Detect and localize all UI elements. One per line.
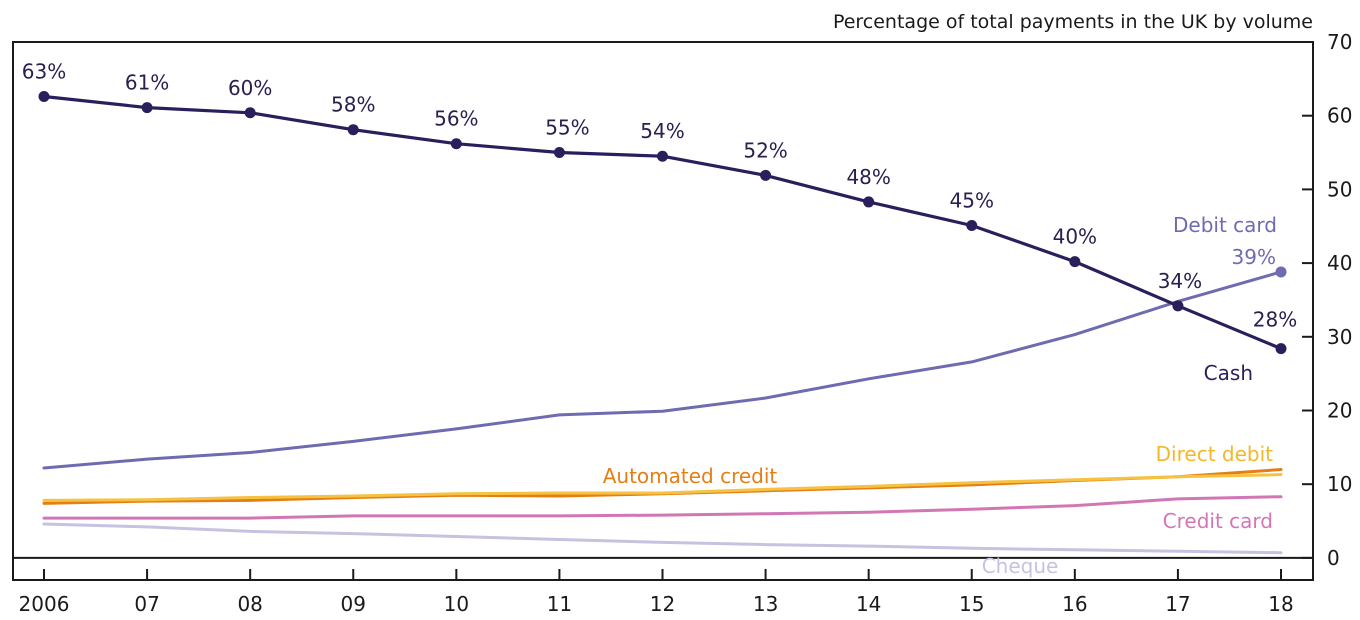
cash-marker [1275, 343, 1287, 355]
cash-marker [1172, 300, 1184, 312]
y-tick-label: 60 [1327, 104, 1352, 128]
unit-label: Percentage of total payments in the UK b… [833, 11, 1313, 33]
cash-marker [553, 147, 565, 159]
x-tick-label: 12 [650, 592, 675, 616]
x-tick-label: 18 [1268, 592, 1293, 616]
automated-credit-series-label: Automated credit [603, 464, 778, 488]
direct-debit-series-label: Direct debit [1156, 442, 1273, 466]
x-tick-label: 14 [856, 592, 881, 616]
x-tick-label: 11 [547, 592, 572, 616]
cash-series-label: Cash [1204, 361, 1253, 385]
debit-card-end-label: 39% [1232, 245, 1276, 269]
y-tick-label: 30 [1327, 325, 1352, 349]
cash-data-label: 45% [950, 189, 994, 213]
x-tick-label: 17 [1165, 592, 1190, 616]
cash-marker [244, 107, 256, 119]
x-tick-label: 08 [237, 592, 262, 616]
x-tick-label: 13 [753, 592, 778, 616]
x-tick-label: 15 [959, 592, 984, 616]
debit-card-line [42, 270, 1283, 470]
cash-marker [141, 102, 153, 114]
cash-marker [966, 220, 978, 232]
direct-debit-line [42, 473, 1283, 502]
y-tick-label: 20 [1327, 398, 1352, 422]
cash-marker [657, 150, 668, 162]
credit-card-series-label: Credit card [1163, 509, 1273, 533]
y-tick-label: 10 [1327, 472, 1352, 496]
y-tick-label: 70 [1327, 30, 1352, 54]
cheque-line [42, 522, 1283, 555]
cheque-series-label: Cheque [982, 554, 1059, 578]
cash-marker [863, 196, 875, 208]
credit-card-line [42, 495, 1283, 520]
y-tick-label: 50 [1327, 177, 1352, 201]
debit-card-series-label: Debit card [1173, 213, 1277, 237]
x-tick-label: 09 [341, 592, 366, 616]
cash-marker [450, 138, 462, 150]
cash-data-label: 48% [846, 165, 890, 189]
cash-marker [38, 91, 50, 103]
cash-data-label: 58% [331, 93, 375, 117]
cash-data-label: 55% [545, 116, 589, 140]
cash-marker [1069, 256, 1081, 268]
cash-data-label: 52% [743, 138, 787, 162]
cash-marker [760, 169, 772, 181]
cash-data-label: 60% [228, 76, 272, 100]
cash-data-label: 54% [640, 119, 684, 143]
cash-data-label: 40% [1053, 225, 1097, 249]
x-tick-label: 10 [444, 592, 469, 616]
x-tick-label: 2006 [19, 592, 70, 616]
cash-data-label: 56% [434, 107, 478, 131]
y-tick-label: 0 [1327, 546, 1340, 570]
cash-marker [347, 124, 359, 136]
series-layer [38, 91, 1287, 555]
cash-data-label: 34% [1158, 269, 1202, 293]
labels-layer: 63% 61% 60% 58% 56% 55% 54% 52% 48% 45% 40% 34% 28% 3… [22, 60, 1297, 578]
y-tick-label: 40 [1327, 251, 1352, 275]
x-tick-label: 16 [1062, 592, 1087, 616]
cash-data-label: 63% [22, 60, 66, 84]
cash-data-label: 61% [125, 71, 169, 95]
axes: 2006 07 08 09 10 11 12 13 14 15 16 17 18 0 10 20 30 40 50 6… [12, 30, 1352, 616]
x-tick-label: 07 [134, 592, 159, 616]
debit-card-end-marker [1275, 266, 1287, 278]
cash-data-label: 28% [1253, 308, 1297, 332]
